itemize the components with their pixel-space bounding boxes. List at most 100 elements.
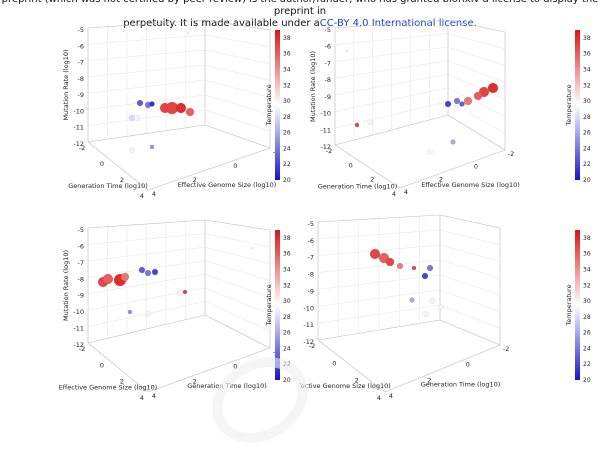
grid-line (204, 109, 271, 132)
x-tick-label: -2 (79, 345, 85, 353)
x-axis-title: Effective Genome Size (log10) (300, 382, 391, 390)
data-point (423, 311, 429, 317)
colorbar-tick-label: 24 (583, 145, 591, 152)
z-tick-label: -10 (73, 308, 84, 316)
data-point (438, 304, 444, 310)
grid-line (204, 274, 271, 298)
y-tick-label: -2 (503, 345, 509, 353)
box-edge (334, 144, 401, 189)
x-tick-label: 4 (392, 190, 396, 198)
x-tick-label: 4 (377, 394, 381, 400)
grid-line (204, 287, 271, 315)
z-tick-label: -7 (308, 254, 314, 262)
data-point (138, 266, 146, 274)
grid-line (447, 74, 506, 100)
x-axis-title: Effective Genome Size (log10) (59, 384, 158, 392)
colorbar-tick-label: 30 (283, 298, 291, 305)
x-tick-label: 2 (370, 176, 374, 184)
x-tick-label: 0 (349, 161, 353, 169)
colorbar-tick-label: 24 (583, 345, 591, 352)
colorbar-title: Temperature (265, 284, 273, 326)
grid-line (439, 244, 501, 262)
box-edge (147, 347, 271, 393)
x-tick-label: 2 (120, 176, 124, 184)
x-tick-label: 4 (140, 192, 144, 200)
box-edge (447, 19, 506, 33)
colorbar-tick-label: 20 (583, 377, 591, 384)
colorbar-tick-label: 28 (283, 314, 291, 321)
colorbar-tick-label: 30 (583, 98, 591, 105)
colorbar-tick-label: 34 (283, 266, 291, 273)
x-tick-label: 4 (140, 394, 144, 400)
box-edge (447, 114, 506, 151)
x-axis-title: Generation Time (log10) (318, 183, 398, 191)
z-tick-label: -5 (308, 220, 314, 228)
data-point (421, 272, 429, 280)
colorbar-tick-label: 22 (583, 361, 591, 368)
z-tick-label: -11 (320, 126, 331, 134)
grid-line (204, 79, 271, 98)
z-tick-label: -11 (73, 325, 84, 333)
x-tick-label: 0 (332, 359, 336, 367)
colorbar-tick-label: 38 (583, 235, 591, 242)
z-tick-label: -9 (325, 93, 331, 101)
y-axis-title: Generation Time (log10) (187, 382, 267, 390)
x-tick-label: -2 (326, 147, 332, 155)
y-tick-label: 2 (193, 176, 197, 184)
x-axis-title: Generation Time (log10) (68, 182, 148, 190)
grid-line (204, 260, 271, 281)
y-tick-label: 4 (152, 392, 156, 400)
colorbar-tick-label: 22 (583, 161, 591, 168)
z-tick-label: -12 (303, 338, 314, 346)
colorbar-tick-label: 20 (283, 177, 291, 184)
grid-line (447, 60, 506, 83)
data-point (450, 139, 456, 145)
grid-line (204, 94, 271, 115)
colorbar-tick-label: 26 (283, 130, 291, 137)
data-point (133, 114, 141, 122)
grid-line (204, 64, 271, 81)
colorbar-tick-label: 38 (283, 35, 291, 42)
license-line-2-prefix: perpetuity. It is made available under a (123, 18, 320, 29)
grid-line (447, 46, 506, 66)
data-point (136, 99, 144, 107)
colorbar-tick-label: 36 (583, 51, 591, 58)
z-tick-label: -10 (320, 110, 331, 118)
colorbar-tick-label: 32 (283, 282, 291, 289)
colorbar-tick-label: 22 (283, 161, 291, 168)
license-line-2-suffix: . (473, 18, 477, 29)
z-tick-label: -8 (308, 271, 314, 279)
data-point (395, 268, 399, 272)
z-tick-label: -9 (78, 292, 84, 300)
x-tick-label: -2 (79, 144, 85, 152)
grid-line (447, 101, 506, 134)
z-tick-label: -12 (73, 140, 84, 148)
data-point (473, 91, 483, 101)
data-point (369, 248, 381, 260)
box-edge (399, 149, 506, 189)
colorbar-tick-label: 38 (283, 235, 291, 242)
colorbar-tick-label: 26 (583, 130, 591, 137)
data-point (409, 297, 415, 303)
data-point (176, 289, 184, 297)
colorbar-tick-label: 26 (583, 330, 591, 337)
data-point (428, 297, 436, 305)
colorbar (575, 30, 580, 180)
data-point (149, 101, 155, 107)
grid-line (204, 49, 271, 64)
data-point (354, 122, 360, 128)
colorbar-tick-label: 20 (583, 177, 591, 184)
license-line-1: preprint (which was not certified by pee… (2, 0, 599, 17)
data-point (463, 96, 473, 106)
colorbar-tick-label: 24 (283, 345, 291, 352)
box-edge (147, 147, 271, 191)
x-tick-label: 2 (120, 378, 124, 386)
grid-line (439, 229, 501, 245)
data-point (411, 265, 417, 271)
z-tick-label: -11 (73, 124, 84, 132)
z-tick-label: -8 (78, 275, 84, 283)
box-edge (204, 219, 271, 231)
z-tick-label: -6 (325, 43, 331, 51)
z-tick-label: -10 (303, 304, 314, 312)
